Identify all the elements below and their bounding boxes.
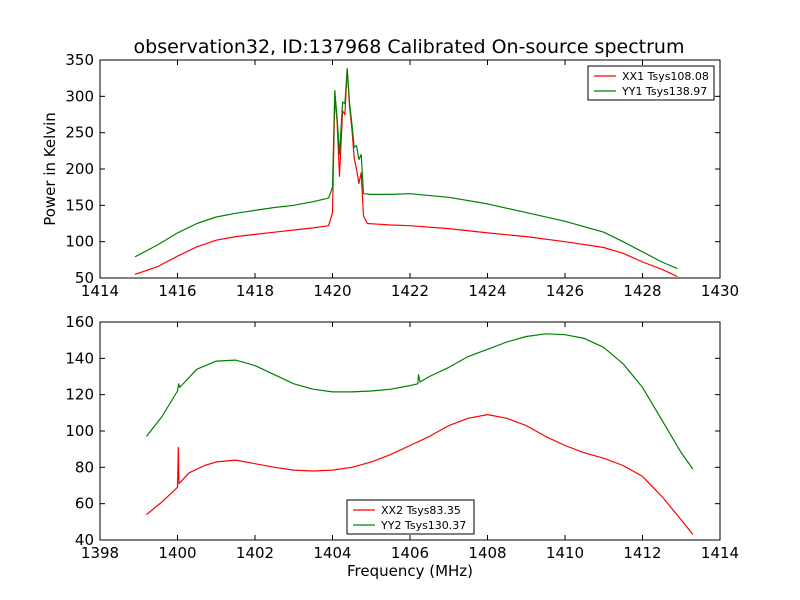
legend-label: XX1 Tsys108.08 — [622, 70, 709, 83]
legend-label: YY2 Tsys130.37 — [380, 519, 466, 532]
top-panel: Power in Kelvin 1414 1416 1418 1420 1422 1424… — [41, 51, 739, 300]
x-tick-label: 1414 — [81, 282, 119, 300]
y-tick-label: 160 — [65, 313, 94, 331]
chart-title: observation32, ID:137968 Calibrated On-s… — [134, 36, 685, 58]
y-tick-label: 350 — [65, 51, 94, 69]
series-line-yy — [134, 68, 678, 270]
x-tick-label: 1404 — [313, 544, 351, 562]
y-tick-label: 60 — [75, 495, 94, 513]
x-tick-label: 1428 — [623, 282, 661, 300]
y-tick-label: 80 — [75, 458, 94, 476]
bottom-xlabel: Frequency (MHz) — [347, 562, 473, 580]
series-line-xx — [146, 414, 694, 535]
x-tick-label: 1424 — [468, 282, 506, 300]
y-tick-label: 140 — [65, 349, 94, 367]
x-tick-label: 1418 — [236, 282, 274, 300]
y-tick-label: 120 — [65, 386, 94, 404]
x-tick-label: 1408 — [468, 544, 506, 562]
y-tick-label: 40 — [75, 531, 94, 549]
x-tick-label: 1414 — [701, 544, 739, 562]
x-tick-label: 1426 — [546, 282, 584, 300]
x-tick-label: 1398 — [81, 544, 119, 562]
y-tick-label: 100 — [65, 422, 94, 440]
x-tick-label: 1430 — [701, 282, 739, 300]
y-tick-label: 100 — [65, 233, 94, 251]
x-tick-label: 1420 — [313, 282, 351, 300]
legend-box — [346, 499, 475, 535]
y-tick-label: 50 — [75, 269, 94, 287]
legend-box — [587, 65, 715, 101]
y-tick-label: 300 — [65, 87, 94, 105]
x-tick-label: 1416 — [158, 282, 196, 300]
x-tick-label: 1402 — [236, 544, 274, 562]
y-tick-label: 200 — [65, 160, 94, 178]
bottom-panel: Frequency (MHz) 1398 1400 1402 1404 1406 1408… — [65, 313, 739, 580]
x-tick-label: 1406 — [391, 544, 429, 562]
legend-label: YY1 Tsys138.97 — [621, 85, 707, 98]
y-tick-label: 150 — [65, 196, 94, 214]
series-line-yy — [146, 333, 694, 470]
x-tick-label: 1410 — [546, 544, 584, 562]
x-tick-label: 1412 — [623, 544, 661, 562]
y-tick-label: 250 — [65, 124, 94, 142]
x-tick-label: 1400 — [158, 544, 196, 562]
top-ylabel: Power in Kelvin — [41, 112, 59, 226]
x-tick-label: 1422 — [391, 282, 429, 300]
legend-label: XX2 Tsys83.35 — [381, 504, 461, 517]
